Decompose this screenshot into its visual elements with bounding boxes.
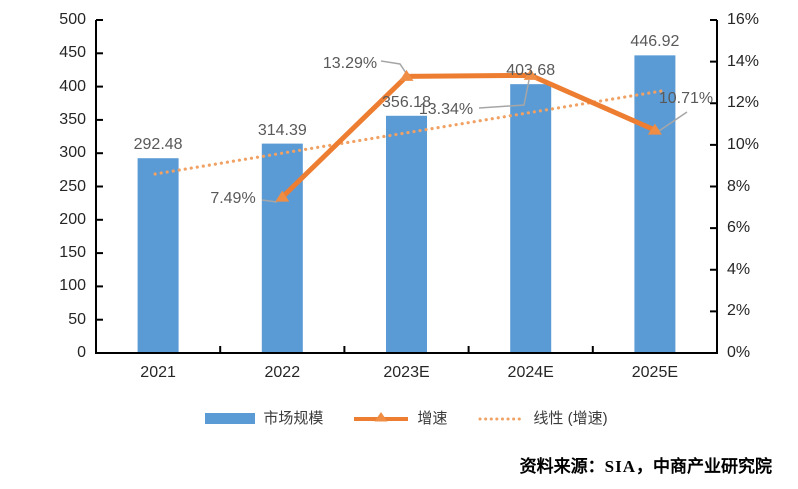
trendline	[153, 89, 665, 176]
bar-series-swatch-icon	[205, 412, 256, 424]
source-sia: SIA	[604, 457, 636, 476]
leader-line-0	[261, 199, 278, 203]
bar-2022	[261, 143, 303, 353]
bar-2024E	[510, 84, 552, 354]
legend-item-growth: 增速	[353, 410, 447, 426]
growth-marker-3	[647, 123, 662, 135]
growth-marker-1	[399, 69, 414, 81]
legend-item-market-size: 市场规模	[205, 411, 323, 426]
line-series-swatch-icon	[354, 412, 409, 422]
source-suffix: ，中商产业研究院	[636, 457, 772, 476]
bar-2025E	[634, 55, 676, 353]
leader-line-1	[380, 60, 407, 74]
leader-line-2	[478, 79, 530, 109]
legend-label-trend: 线性 (增速)	[533, 409, 608, 427]
trendline-swatch-icon	[478, 417, 524, 421]
source-note: 资料来源：SIA，中商产业研究院	[520, 452, 772, 477]
bar-2021	[137, 158, 179, 353]
growth-line	[279, 72, 658, 200]
legend-item-trend: 线性 (增速)	[477, 409, 608, 427]
leader-line-3	[658, 111, 688, 132]
growth-marker-2	[523, 68, 538, 80]
growth-marker-0	[275, 190, 290, 202]
legend-label-growth: 增速	[417, 409, 448, 427]
legend-label-market-size: 市场规模	[263, 409, 324, 427]
source-prefix: 资料来源：	[519, 457, 605, 476]
bar-2023E	[386, 115, 427, 353]
legend: 市场规模 增速 线性 (增速)	[96, 405, 717, 431]
